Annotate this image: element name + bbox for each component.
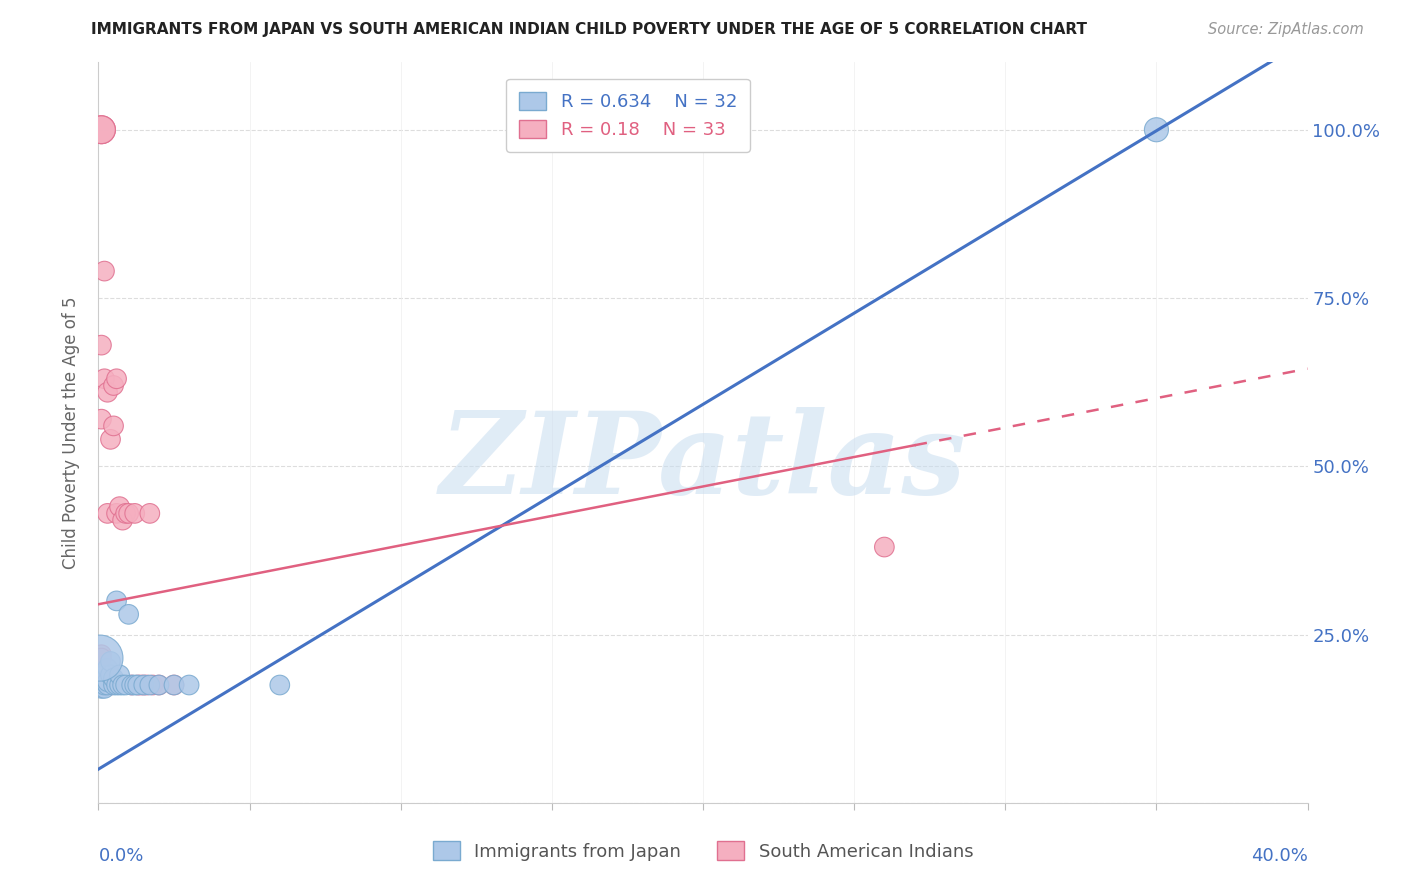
Point: [129, 678, 152, 692]
Point: [93, 678, 115, 692]
Text: 0.0%: 0.0%: [98, 847, 143, 865]
Point: [132, 678, 155, 692]
Point: [96, 385, 118, 400]
Point: [108, 668, 131, 682]
Point: [105, 372, 128, 386]
Point: [105, 594, 128, 608]
Text: Source: ZipAtlas.com: Source: ZipAtlas.com: [1208, 22, 1364, 37]
Point: [90, 122, 112, 136]
Point: [135, 678, 157, 692]
Point: [105, 678, 128, 692]
Point: [132, 678, 155, 692]
Point: [139, 678, 162, 692]
Point: [148, 678, 170, 692]
Point: [90, 648, 112, 662]
Y-axis label: Child Poverty Under the Age of 5: Child Poverty Under the Age of 5: [62, 296, 80, 569]
Point: [1144, 122, 1167, 136]
Point: [127, 678, 149, 692]
Point: [90, 122, 112, 136]
Point: [89, 651, 111, 665]
Point: [96, 507, 118, 521]
Point: [163, 678, 186, 692]
Point: [148, 678, 170, 692]
Point: [269, 678, 291, 692]
Point: [127, 678, 149, 692]
Point: [179, 678, 201, 692]
Point: [105, 507, 128, 521]
Point: [108, 678, 131, 692]
Point: [118, 507, 141, 521]
Point: [121, 678, 143, 692]
Point: [96, 678, 118, 692]
Point: [103, 418, 125, 433]
Point: [139, 507, 162, 521]
Point: [90, 412, 112, 426]
Point: [124, 678, 146, 692]
Point: [100, 678, 122, 692]
Point: [96, 661, 118, 675]
Point: [142, 678, 165, 692]
Point: [93, 678, 115, 692]
Point: [124, 507, 146, 521]
Point: [100, 433, 122, 447]
Point: [93, 668, 115, 682]
Point: [90, 651, 112, 665]
Point: [90, 338, 112, 352]
Point: [93, 372, 115, 386]
Legend: Immigrants from Japan, South American Indians: Immigrants from Japan, South American In…: [426, 834, 980, 868]
Point: [96, 674, 118, 689]
Point: [100, 668, 122, 682]
Point: [111, 513, 134, 527]
Point: [93, 681, 115, 696]
Point: [100, 655, 122, 669]
Point: [90, 681, 112, 696]
Point: [103, 678, 125, 692]
Point: [90, 678, 112, 692]
Text: 40.0%: 40.0%: [1251, 847, 1308, 865]
Point: [163, 678, 186, 692]
Point: [93, 674, 115, 689]
Point: [103, 378, 125, 392]
Point: [111, 678, 134, 692]
Point: [93, 264, 115, 278]
Point: [118, 607, 141, 622]
Point: [103, 671, 125, 685]
Point: [114, 507, 136, 521]
Text: IMMIGRANTS FROM JAPAN VS SOUTH AMERICAN INDIAN CHILD POVERTY UNDER THE AGE OF 5 : IMMIGRANTS FROM JAPAN VS SOUTH AMERICAN …: [91, 22, 1087, 37]
Text: ZIPatlas: ZIPatlas: [440, 407, 966, 517]
Point: [108, 500, 131, 514]
Point: [90, 122, 112, 136]
Point: [114, 678, 136, 692]
Point: [873, 540, 896, 554]
Point: [121, 678, 143, 692]
Point: [90, 674, 112, 689]
